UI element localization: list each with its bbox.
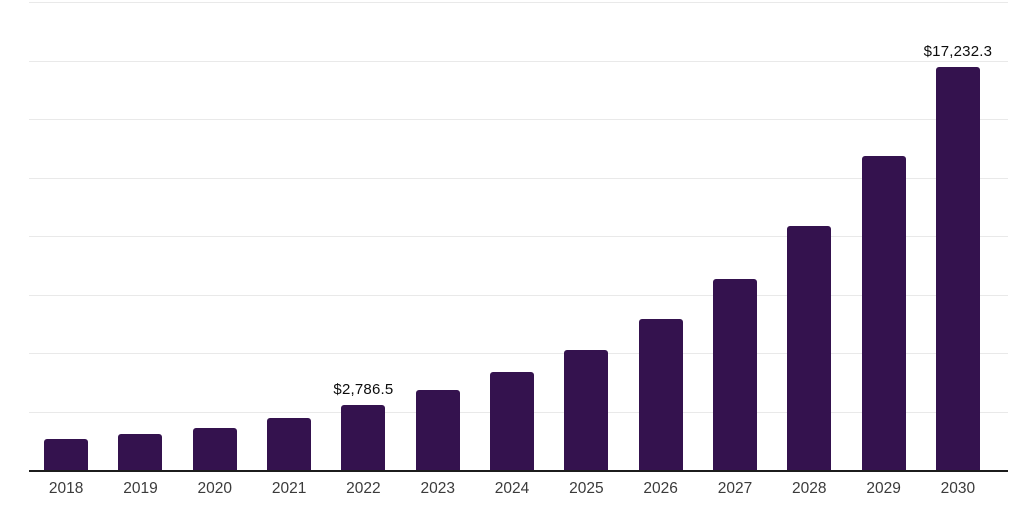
bar-slot-2019 bbox=[103, 2, 177, 470]
bar-2026[interactable] bbox=[638, 318, 683, 470]
gridline bbox=[29, 353, 1008, 354]
gridline bbox=[29, 236, 1008, 237]
bar-2027[interactable] bbox=[712, 278, 757, 470]
gridline bbox=[29, 2, 1008, 3]
data-label-2030: $17,232.3 bbox=[923, 42, 993, 60]
bar-slot-2023 bbox=[401, 2, 475, 470]
x-tick-label-2024: 2024 bbox=[494, 480, 530, 497]
bar-slot-2029 bbox=[846, 2, 920, 470]
bar-2022[interactable] bbox=[341, 404, 386, 470]
bar-slot-2020 bbox=[178, 2, 252, 470]
bar-2021[interactable] bbox=[267, 418, 312, 470]
gridline bbox=[29, 177, 1008, 179]
bar-2028[interactable] bbox=[787, 226, 832, 470]
bar-slot-2027 bbox=[698, 2, 772, 470]
x-tick-label-2026: 2026 bbox=[643, 480, 678, 497]
data-label-2022: $2,786.5 bbox=[333, 380, 394, 398]
x-tick-label-2022: 2022 bbox=[346, 480, 381, 497]
x-tick-label-2018: 2018 bbox=[48, 480, 84, 497]
bar-slot-2028 bbox=[772, 2, 846, 470]
bars-row: $2,786.5 $17,232.3 bbox=[29, 2, 995, 470]
gridline bbox=[29, 60, 1008, 62]
bar-2025[interactable] bbox=[564, 349, 609, 470]
x-tick-label-2020: 2020 bbox=[197, 480, 233, 497]
gridline bbox=[29, 119, 1008, 120]
x-tick-label-2029: 2029 bbox=[866, 480, 901, 497]
gridline bbox=[29, 294, 1008, 296]
plot-area: $2,786.5 $17,232.3 bbox=[29, 2, 1008, 472]
bar-slot-2021 bbox=[252, 2, 326, 470]
bar-slot-2030: $17,232.3 bbox=[921, 2, 995, 470]
x-tick-label-2025: 2025 bbox=[569, 480, 604, 497]
bar-2030[interactable] bbox=[935, 66, 980, 470]
bar-2019[interactable] bbox=[118, 434, 163, 470]
x-tick-label-2023: 2023 bbox=[420, 480, 455, 497]
bar-slot-2026 bbox=[624, 2, 698, 470]
bar-slot-2024 bbox=[475, 2, 549, 470]
bar-2018[interactable] bbox=[44, 439, 89, 470]
x-tick-label-2019: 2019 bbox=[123, 480, 158, 497]
bar-2029[interactable] bbox=[861, 156, 906, 470]
x-tick-label-2021: 2021 bbox=[271, 480, 307, 497]
x-tick-label-2027: 2027 bbox=[717, 480, 753, 497]
bar-slot-2018 bbox=[29, 2, 103, 470]
x-axis: 2018 2019 2020 2021 2022 2023 2024 2025 2026 2027… bbox=[29, 480, 995, 498]
bar-2024[interactable] bbox=[490, 372, 535, 470]
bar-2023[interactable] bbox=[415, 390, 460, 470]
x-tick-label-2028: 2028 bbox=[792, 480, 827, 497]
bar-slot-2025 bbox=[549, 2, 623, 470]
bar-slot-2022: $2,786.5 bbox=[326, 2, 400, 470]
bar-2020[interactable] bbox=[192, 428, 237, 470]
x-tick-label-2030: 2030 bbox=[940, 480, 976, 497]
